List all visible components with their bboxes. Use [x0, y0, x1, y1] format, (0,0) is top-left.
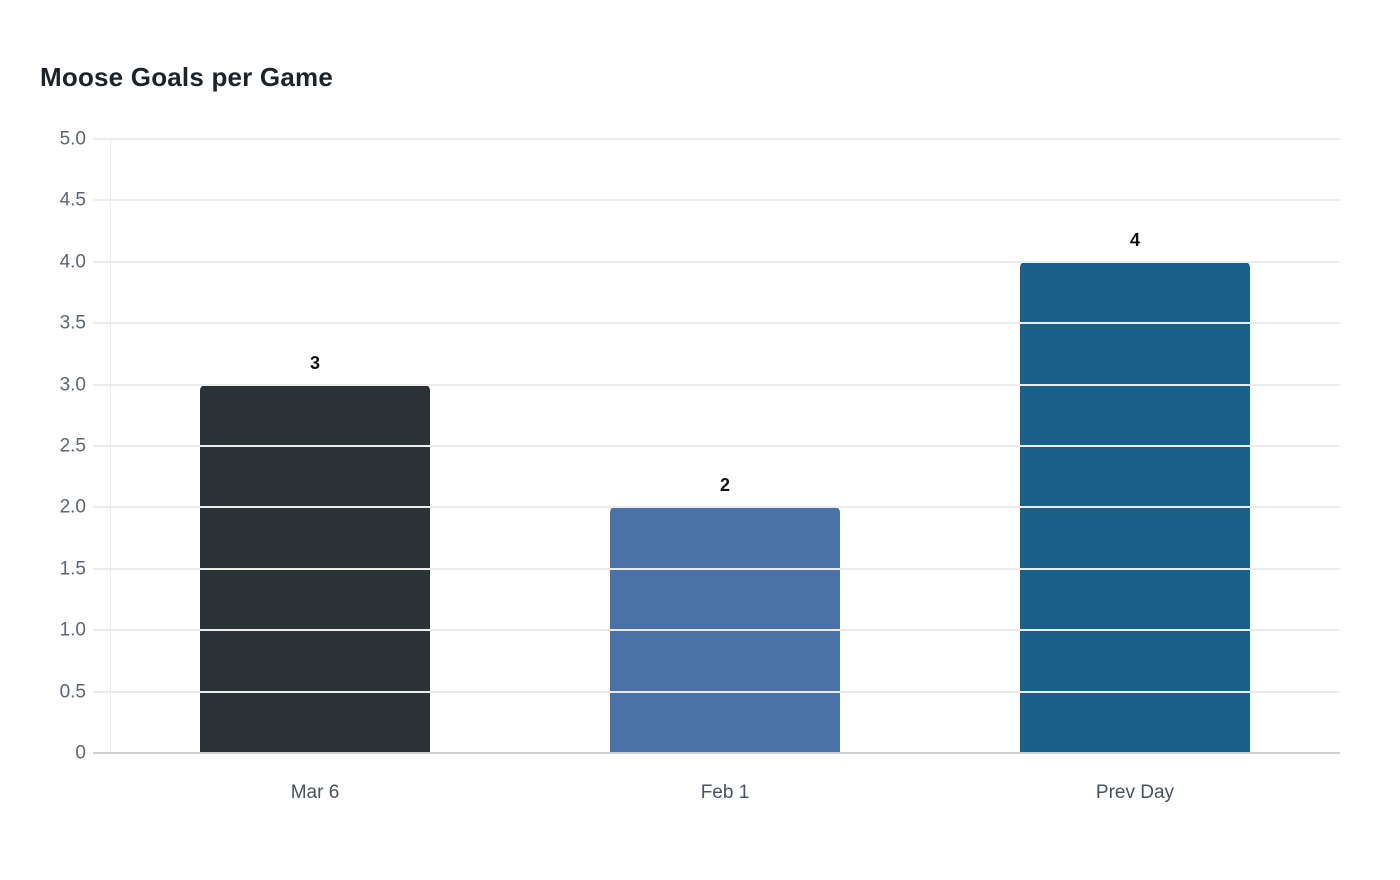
x-tick-label: Prev Day: [1095, 782, 1175, 803]
gridline: [93, 383, 1340, 386]
y-tick-label: 0.5: [59, 681, 86, 703]
y-tick-label: 4.0: [59, 251, 86, 273]
y-tick-label: 4.5: [59, 189, 86, 211]
gridline: [93, 138, 1340, 140]
y-tick-label: 1.5: [59, 558, 86, 580]
plot-area: 3 2 4: [93, 138, 1340, 754]
bar-value-label: 3: [309, 352, 321, 373]
x-axis: Mar 6 Feb 1 Prev Day: [110, 782, 1340, 812]
gridline: [93, 260, 1340, 263]
x-tick-label: Mar 6: [290, 782, 340, 803]
gridline: [93, 322, 1340, 325]
y-tick-label: 2.0: [59, 496, 86, 518]
gridline: [93, 506, 1340, 509]
y-tick-label: 1.0: [59, 619, 86, 641]
y-tick-label: 5.0: [59, 128, 86, 150]
y-tick-label: 3.5: [59, 312, 86, 334]
bar-value-label: 4: [1129, 229, 1141, 250]
x-axis-baseline: [93, 752, 1340, 754]
gridline: [93, 690, 1340, 693]
y-tick-label: 2.5: [59, 435, 86, 457]
x-tick-label: Feb 1: [700, 782, 750, 803]
y-tick-label: 0: [75, 742, 86, 764]
gridline: [93, 199, 1340, 202]
gridline: [93, 629, 1340, 632]
gridline: [93, 445, 1340, 447]
chart-title: Moose Goals per Game: [40, 62, 333, 92]
y-tick-label: 3.0: [59, 374, 86, 396]
gridline: [93, 567, 1340, 570]
bar-value-label: 2: [719, 475, 731, 496]
y-axis: 0 0.5 1.0 1.5 2.0 2.5 3.0 3.5 4.0 4.5 5.0: [0, 130, 86, 763]
